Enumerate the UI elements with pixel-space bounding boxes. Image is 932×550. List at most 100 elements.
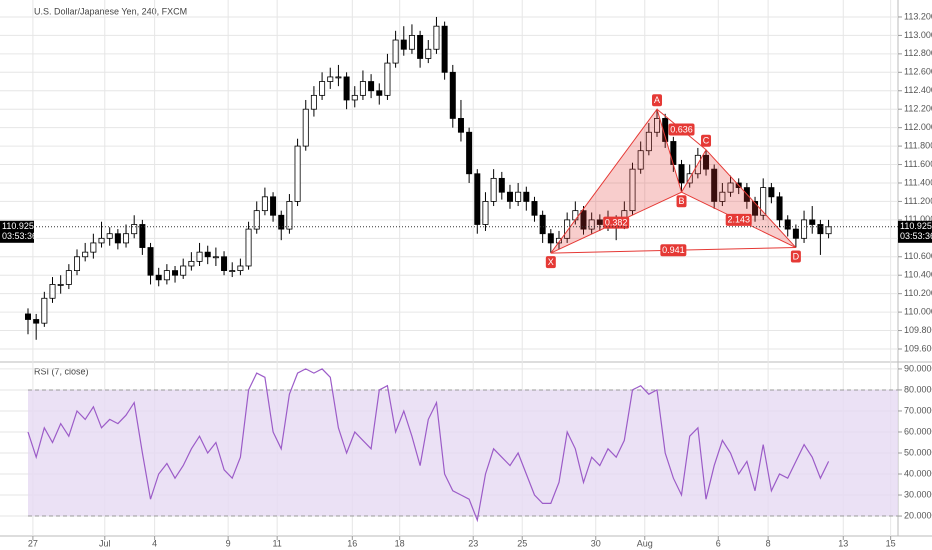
pattern-point-label-bg — [676, 195, 687, 208]
candle-body — [727, 182, 734, 193]
pattern-point-label-bg — [652, 94, 663, 107]
candle-body — [131, 224, 138, 235]
pattern-point-label-bg — [545, 256, 556, 269]
pattern-ratio-label-bg — [660, 244, 687, 257]
candle-body — [588, 219, 595, 230]
candle-body — [114, 233, 121, 244]
y-tick-label: 113.000 — [904, 30, 932, 40]
y-tick-label: 90.0000 — [904, 363, 932, 373]
candle-body — [294, 145, 301, 202]
candle-body — [776, 196, 783, 221]
candle-body — [392, 39, 399, 64]
candle-body — [817, 224, 824, 235]
candle-body — [188, 260, 195, 267]
y-tick-label: 109.600 — [904, 343, 932, 353]
last-price-box — [898, 220, 932, 243]
y-tick-label: 109.800 — [904, 325, 932, 335]
candle-body — [711, 168, 718, 202]
candle-body — [245, 228, 252, 267]
x-tick-label: 25 — [517, 538, 527, 548]
candle-body — [784, 219, 791, 230]
candle-body — [645, 131, 652, 152]
candle-body — [196, 251, 203, 262]
pattern-ratio-label-bg — [603, 216, 630, 229]
candle-body — [261, 196, 268, 212]
candle-body — [768, 187, 775, 198]
candle-body — [654, 118, 661, 133]
y-tick-label: 20.0000 — [904, 510, 932, 520]
candle-body — [253, 210, 260, 230]
candle-body — [41, 297, 48, 324]
candle-body — [703, 154, 710, 170]
x-tick-label: 9 — [226, 538, 231, 548]
candle-body — [376, 90, 383, 96]
candle-body — [408, 35, 415, 50]
pattern-point-label-bg — [790, 250, 801, 263]
pattern-point-label: C — [703, 136, 710, 146]
last-price-label: 110.925 — [900, 221, 932, 231]
rsi-line — [27, 368, 830, 523]
chart-title: U.S. Dollar/Japanese Yen, 240, FXCM — [34, 6, 187, 16]
candle-body — [792, 228, 799, 239]
last-price-box — [0, 220, 34, 243]
candle-body — [441, 25, 448, 73]
x-tick-label: 15 — [886, 538, 896, 548]
y-tick-label: 112.400 — [904, 85, 932, 95]
candle-body — [310, 94, 317, 110]
y-tick-label: 111.200 — [904, 196, 932, 206]
candle-body — [24, 313, 31, 320]
candle-body — [555, 237, 562, 244]
y-tick-label: 80.0000 — [904, 384, 932, 394]
candle-body — [343, 76, 350, 101]
y-tick-label: 112.800 — [904, 48, 932, 58]
candle-body — [580, 210, 587, 230]
candle-body — [368, 81, 375, 92]
pattern-point-label: A — [654, 95, 660, 105]
y-tick-label: 111.600 — [904, 159, 932, 169]
candle-body — [433, 25, 440, 50]
candle-body — [498, 177, 505, 193]
pattern-ratio-label-bg — [725, 213, 752, 226]
pattern-point-label: X — [548, 257, 554, 267]
candle-body — [678, 164, 685, 184]
pattern-ratio-label: 0.382 — [605, 218, 628, 228]
candle-body — [523, 191, 530, 202]
candle-body — [139, 224, 146, 248]
countdown-label: 03:53:36 — [900, 231, 932, 241]
candle-body — [515, 191, 522, 202]
candle-body — [229, 270, 236, 273]
candle-body — [319, 81, 326, 96]
candle-body — [155, 274, 162, 281]
pattern-ratio-label: 0.636 — [670, 124, 693, 134]
candle-body — [212, 256, 219, 259]
candle-body — [123, 233, 130, 244]
y-tick-label: 112.600 — [904, 67, 932, 77]
candle-body — [752, 201, 759, 216]
candle-body — [760, 187, 767, 216]
x-tick-label: 11 — [272, 538, 281, 548]
y-tick-label: 110.200 — [904, 288, 932, 298]
candle-body — [237, 265, 244, 272]
candle-body — [327, 76, 334, 82]
candle-body — [547, 233, 554, 244]
candle-body — [531, 201, 538, 216]
x-tick-label: 27 — [28, 538, 38, 548]
candle-body — [596, 219, 603, 225]
candle-body — [180, 265, 187, 276]
candle-body — [335, 76, 342, 79]
x-tick-label: 4 — [152, 538, 157, 548]
x-tick-label: 16 — [347, 538, 357, 548]
x-tick-label: Aug — [637, 538, 653, 548]
candle-body — [74, 256, 81, 272]
candle-body — [286, 201, 293, 230]
candle-body — [539, 214, 546, 235]
x-tick-label: 18 — [395, 538, 405, 548]
x-tick-label: 13 — [838, 538, 848, 548]
candle-body — [33, 319, 40, 324]
candle-body — [98, 237, 105, 244]
candle-body — [82, 251, 89, 258]
y-tick-label: 111.000 — [904, 214, 932, 224]
candle-body — [204, 251, 211, 258]
candle-body — [662, 118, 669, 142]
pattern-point-label: B — [679, 196, 685, 206]
